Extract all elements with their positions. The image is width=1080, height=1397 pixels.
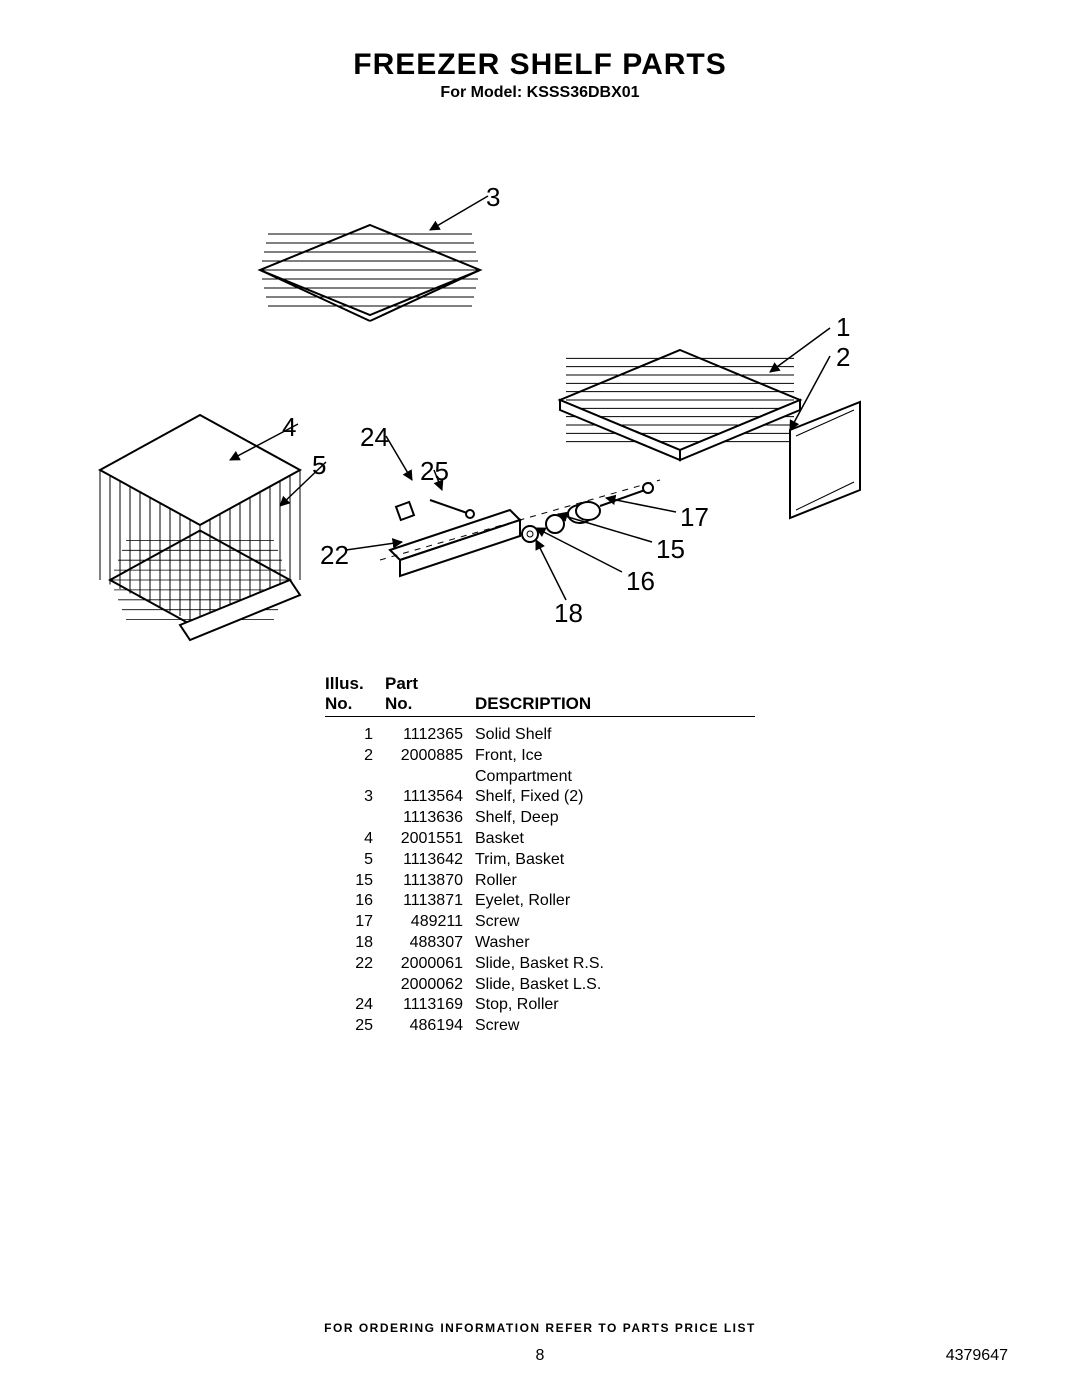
cell-desc: Trim, Basket: [475, 850, 755, 871]
table-row: 151113870Roller: [325, 871, 755, 892]
th-desc: DESCRIPTION: [475, 694, 591, 714]
table-row: 2000062Slide, Basket L.S.: [325, 975, 755, 996]
table-row: 11112365Solid Shelf: [325, 725, 755, 746]
table-row: 51113642Trim, Basket: [325, 850, 755, 871]
th-illus-l1: Illus.: [325, 674, 385, 694]
callout-3: 3: [486, 182, 500, 213]
page-number: 8: [0, 1347, 1080, 1365]
table-row: 161113871Eyelet, Roller: [325, 891, 755, 912]
callout-25: 25: [420, 456, 449, 487]
callout-16: 16: [626, 566, 655, 597]
cell-desc: Shelf, Fixed (2): [475, 787, 755, 808]
cell-part: 2001551: [385, 829, 475, 850]
cell-desc: Slide, Basket L.S.: [475, 975, 755, 996]
cell-illus: 3: [325, 787, 385, 808]
cell-desc: Screw: [475, 912, 755, 933]
cell-illus: [325, 808, 385, 829]
cell-illus: 4: [325, 829, 385, 850]
cell-desc: Front, IceCompartment: [475, 746, 755, 788]
cell-part: 1112365: [385, 725, 475, 746]
callout-24: 24: [360, 422, 389, 453]
cell-illus: [325, 975, 385, 996]
cell-part: 1113636: [385, 808, 475, 829]
table-row: 42001551Basket: [325, 829, 755, 850]
cell-desc: Roller: [475, 871, 755, 892]
callout-18: 18: [554, 598, 583, 629]
cell-illus: 1: [325, 725, 385, 746]
cell-desc: Eyelet, Roller: [475, 891, 755, 912]
cell-part: 1113564: [385, 787, 475, 808]
cell-part: 2000061: [385, 954, 475, 975]
table-row: 241113169Stop, Roller: [325, 995, 755, 1016]
doc-number: 4379647: [946, 1347, 1008, 1365]
callout-4: 4: [282, 412, 296, 443]
cell-part: 1113871: [385, 891, 475, 912]
cell-part: 1113870: [385, 871, 475, 892]
table-row: 22000885Front, IceCompartment: [325, 746, 755, 788]
th-part-l2: No.: [385, 694, 475, 714]
page-subtitle: For Model: KSSS36DBX01: [0, 84, 1080, 102]
cell-desc: Shelf, Deep: [475, 808, 755, 829]
callout-22: 22: [320, 540, 349, 571]
cell-illus: 18: [325, 933, 385, 954]
cell-part: 1113642: [385, 850, 475, 871]
cell-desc: Basket: [475, 829, 755, 850]
cell-part: 486194: [385, 1016, 475, 1037]
cell-desc: Solid Shelf: [475, 725, 755, 746]
cell-illus: 17: [325, 912, 385, 933]
callout-2: 2: [836, 342, 850, 373]
cell-part: 1113169: [385, 995, 475, 1016]
cell-part: 488307: [385, 933, 475, 954]
cell-part: 489211: [385, 912, 475, 933]
th-part-l1: Part: [385, 674, 475, 694]
cell-desc: Screw: [475, 1016, 755, 1037]
table-row: 25486194Screw: [325, 1016, 755, 1037]
cell-illus: 15: [325, 871, 385, 892]
table-row: 1113636Shelf, Deep: [325, 808, 755, 829]
cell-illus: 16: [325, 891, 385, 912]
cell-illus: 25: [325, 1016, 385, 1037]
page-title: FREEZER SHELF PARTS: [0, 0, 1080, 82]
cell-part: 2000885: [385, 746, 475, 788]
cell-desc: Stop, Roller: [475, 995, 755, 1016]
footer-note: FOR ORDERING INFORMATION REFER TO PARTS …: [0, 1321, 1080, 1335]
callout-15: 15: [656, 534, 685, 565]
table-row: 17489211Screw: [325, 912, 755, 933]
th-illus-l2: No.: [325, 694, 385, 714]
parts-table: Illus. No. Part No. DESCRIPTION 11112365…: [325, 674, 755, 1037]
cell-part: 2000062: [385, 975, 475, 996]
table-row: 18488307Washer: [325, 933, 755, 954]
cell-illus: 2: [325, 746, 385, 788]
cell-illus: 22: [325, 954, 385, 975]
callout-17: 17: [680, 502, 709, 533]
exploded-diagram: 3124524252217151618: [0, 140, 1080, 660]
table-row: 222000061Slide, Basket R.S.: [325, 954, 755, 975]
cell-desc: Slide, Basket R.S.: [475, 954, 755, 975]
cell-illus: 24: [325, 995, 385, 1016]
table-header: Illus. No. Part No. DESCRIPTION: [325, 674, 755, 717]
cell-illus: 5: [325, 850, 385, 871]
callout-1: 1: [836, 312, 850, 343]
table-row: 31113564Shelf, Fixed (2): [325, 787, 755, 808]
callout-5: 5: [312, 450, 326, 481]
cell-desc: Washer: [475, 933, 755, 954]
